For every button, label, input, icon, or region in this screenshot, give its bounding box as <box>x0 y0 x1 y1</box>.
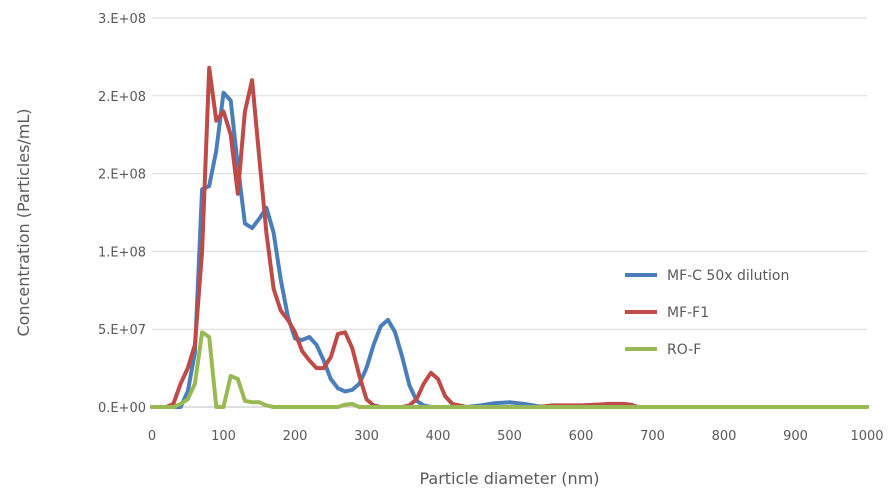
legend: MF-C 50x dilution MF-F1 RO-F <box>625 268 789 358</box>
x-tick-label: 1000 <box>850 429 883 444</box>
x-axis-tick-labels: 0 100 200 300 400 500 600 700 800 900 1000 <box>148 429 884 444</box>
x-tick-label: 300 <box>354 429 379 444</box>
x-tick-label: 700 <box>640 429 665 444</box>
x-tick-label: 800 <box>712 429 737 444</box>
y-tick-label: 2.E+08 <box>98 90 146 105</box>
legend-label: MF-F1 <box>667 305 709 321</box>
x-axis-title: Particle diameter (nm) <box>419 469 599 488</box>
y-tick-label: 0.E+00 <box>98 401 146 416</box>
x-tick-label: 400 <box>426 429 451 444</box>
data-series <box>150 65 869 409</box>
gridlines <box>152 17 867 330</box>
y-tick-label: 5.E+07 <box>98 323 146 338</box>
x-tick-label: 200 <box>283 429 308 444</box>
x-tick-label: 500 <box>497 429 522 444</box>
y-axis-tick-labels: 0.E+00 5.E+07 1.E+08 2.E+08 2.E+08 3.E+08 <box>98 12 146 416</box>
x-tick-label: 900 <box>783 429 808 444</box>
series-line-2 <box>150 330 869 409</box>
series-line-1 <box>150 65 869 409</box>
y-tick-label: 3.E+08 <box>98 12 146 27</box>
series-line-0 <box>150 90 869 409</box>
y-tick-label: 2.E+08 <box>98 168 146 183</box>
x-tick-label: 100 <box>211 429 236 444</box>
y-axis-title: Concentration (Particles/mL) <box>14 108 33 336</box>
legend-label: RO-F <box>667 342 701 358</box>
legend-label: MF-C 50x dilution <box>667 268 789 284</box>
x-tick-label: 600 <box>569 429 594 444</box>
x-tick-label: 0 <box>148 429 156 444</box>
y-tick-label: 1.E+08 <box>98 245 146 260</box>
